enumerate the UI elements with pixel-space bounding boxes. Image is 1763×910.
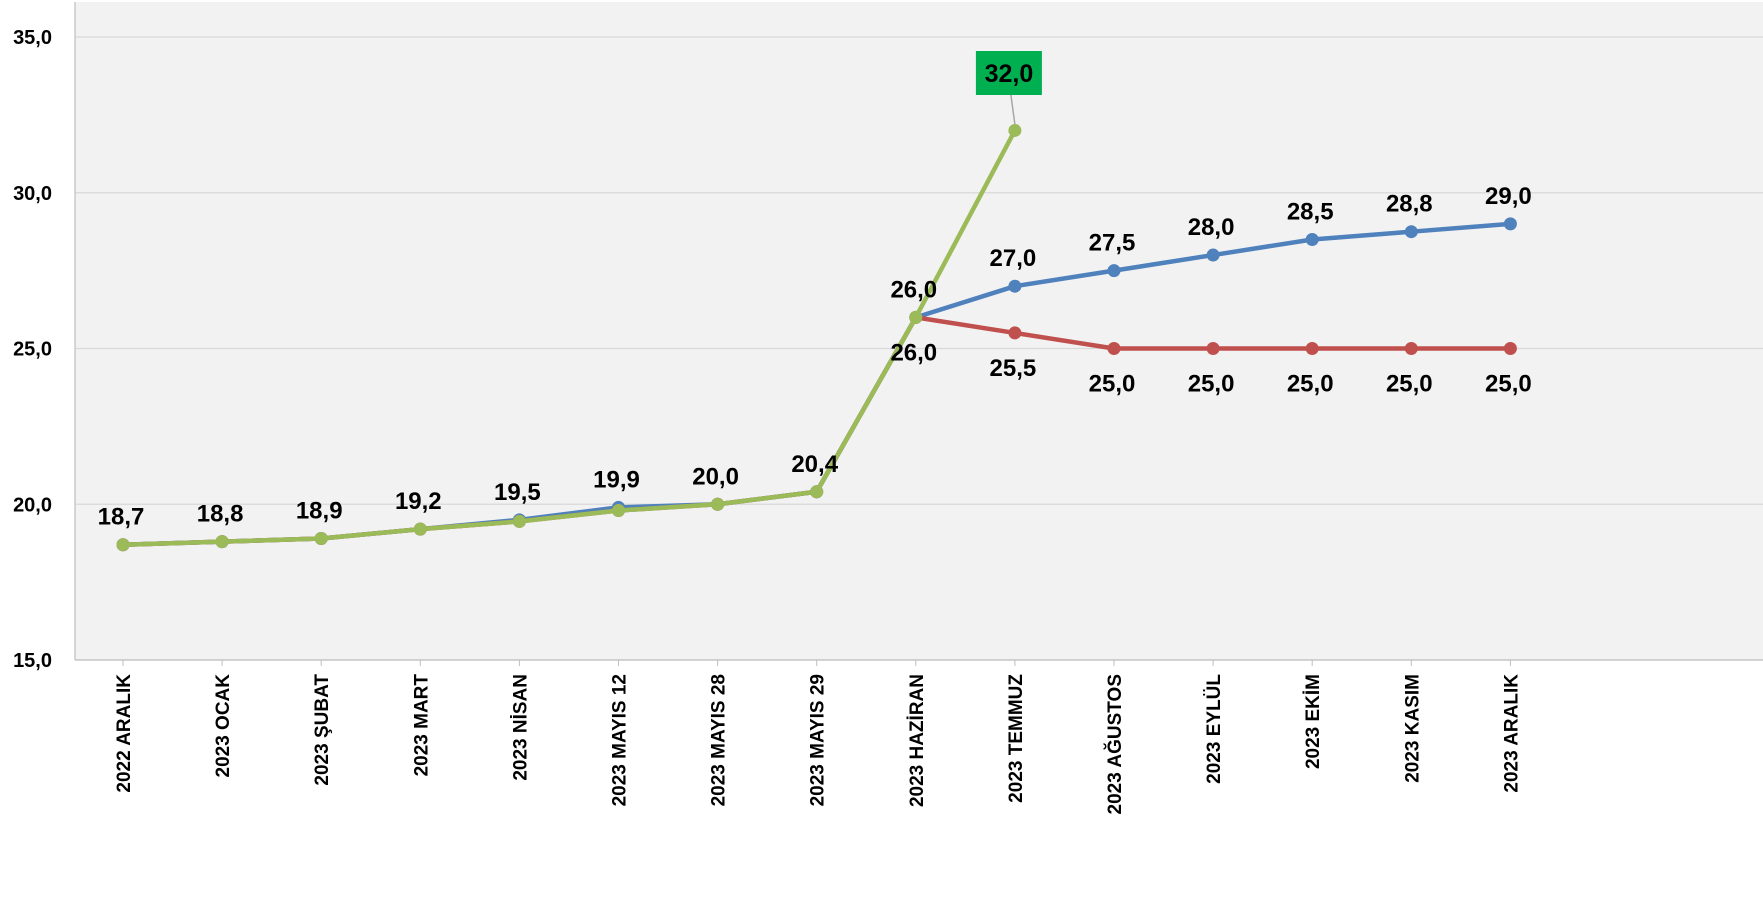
data-label: 28,8 bbox=[1386, 191, 1433, 218]
data-point bbox=[1404, 225, 1418, 239]
data-label: 28,0 bbox=[1188, 214, 1235, 241]
y-tick-label: 30,0 bbox=[13, 183, 52, 205]
x-tick-label: 2023 TEMMUZ bbox=[1006, 674, 1027, 803]
data-point bbox=[612, 503, 625, 517]
data-label: 25,5 bbox=[990, 355, 1037, 382]
callout-box bbox=[975, 51, 1042, 95]
data-point bbox=[1206, 342, 1220, 355]
data-label: 28,5 bbox=[1287, 198, 1334, 225]
y-tick-label: 15,0 bbox=[13, 650, 52, 672]
plot-area bbox=[75, 2, 1763, 660]
data-point bbox=[1008, 326, 1022, 340]
data-point bbox=[512, 514, 526, 528]
data-point bbox=[1503, 342, 1517, 355]
data-labels: 18,7 18,8 18,9 19,2 19,5 19,9 20,0 20,4 26,0 27,0… bbox=[98, 183, 1532, 531]
callout-leader-line bbox=[1010, 94, 1016, 125]
x-tick-label: 2022 ARALIK bbox=[114, 674, 135, 793]
x-tick-label: 2023 MAYIS 28 bbox=[709, 674, 730, 806]
callout-group: 32,0 bbox=[975, 51, 1042, 125]
x-tick-label: 2023 KASIM bbox=[1402, 674, 1423, 783]
data-point bbox=[810, 485, 824, 499]
data-point bbox=[413, 522, 427, 536]
series-group bbox=[116, 123, 1517, 552]
data-point bbox=[116, 538, 130, 552]
data-label: 19,2 bbox=[395, 488, 442, 515]
data-label: 18,8 bbox=[197, 501, 244, 528]
data-label: 25,0 bbox=[1287, 371, 1334, 398]
x-tick-label: 2023 ŞUBAT bbox=[312, 674, 333, 786]
data-point bbox=[314, 532, 328, 546]
data-label: 27,0 bbox=[990, 245, 1037, 272]
data-point bbox=[1305, 232, 1319, 246]
series-line bbox=[122, 129, 1017, 547]
axes: 15,0 20,0 25,0 30,0 35,0 2022 ARALIK 2023 OCAK… bbox=[13, 2, 1763, 814]
data-label: 25,0 bbox=[1089, 371, 1136, 398]
x-tick-label: 2023 AĞUSTOS bbox=[1104, 674, 1126, 814]
data-label: 27,5 bbox=[1089, 230, 1136, 257]
y-tick-label: 35,0 bbox=[13, 27, 52, 49]
callout-label: 32,0 bbox=[985, 60, 1034, 88]
x-tick-label: 2023 MAYIS 29 bbox=[808, 674, 829, 806]
y-tick-label: 20,0 bbox=[13, 494, 52, 516]
data-label: 26,0 bbox=[890, 276, 937, 303]
data-point bbox=[1107, 264, 1121, 278]
data-label: 20,4 bbox=[791, 451, 838, 478]
data-label: 25,0 bbox=[1188, 371, 1235, 398]
data-label: 20,0 bbox=[692, 463, 739, 490]
data-label: 25,0 bbox=[1485, 371, 1532, 398]
data-label: 29,0 bbox=[1485, 183, 1532, 210]
data-point bbox=[1305, 342, 1319, 355]
x-tick-label: 2023 NİSAN bbox=[510, 674, 531, 781]
x-tick-label: 2023 ARALIK bbox=[1501, 674, 1522, 793]
x-tick-label: 2023 OCAK bbox=[213, 674, 234, 778]
data-point bbox=[711, 497, 725, 511]
data-label: 19,5 bbox=[494, 479, 541, 506]
y-tick-label: 25,0 bbox=[13, 339, 52, 361]
data-label: 19,9 bbox=[593, 466, 640, 493]
x-tick-label: 2023 MART bbox=[411, 674, 432, 777]
data-point bbox=[909, 310, 923, 324]
x-tick-label: 2023 EKİM bbox=[1303, 674, 1324, 769]
data-point bbox=[1503, 217, 1517, 231]
x-tick-label: 2023 EYLÜL bbox=[1204, 674, 1225, 784]
x-tick-label: 2023 MAYIS 12 bbox=[610, 674, 631, 806]
data-point bbox=[1107, 342, 1121, 355]
data-label: 18,9 bbox=[296, 498, 343, 525]
data-point bbox=[1008, 123, 1022, 137]
data-label: 25,0 bbox=[1386, 371, 1433, 398]
data-label: 18,7 bbox=[98, 504, 145, 531]
x-tick-label: 2023 HAZİRAN bbox=[907, 674, 928, 807]
data-point bbox=[215, 535, 229, 549]
data-label: 26,0 bbox=[890, 339, 937, 366]
data-point bbox=[1404, 342, 1418, 355]
data-point bbox=[1008, 279, 1022, 293]
data-point bbox=[1206, 248, 1220, 262]
